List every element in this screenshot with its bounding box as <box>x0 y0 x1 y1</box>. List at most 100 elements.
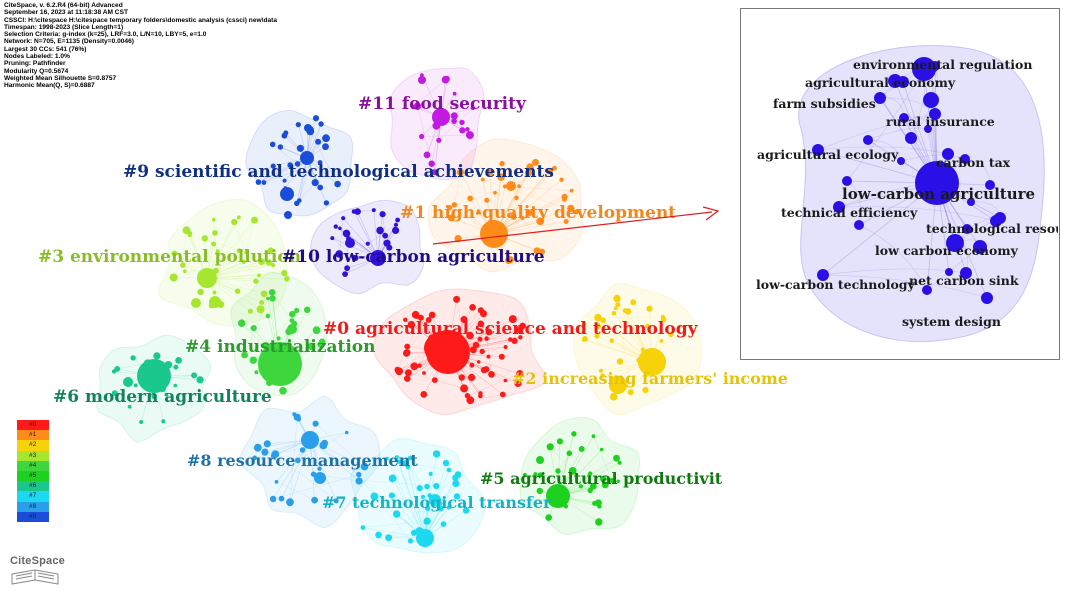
network-node <box>476 360 481 364</box>
network-node <box>485 328 493 336</box>
network-node <box>425 505 431 511</box>
network-node <box>333 498 339 504</box>
network-node <box>311 496 318 504</box>
network-node <box>180 262 186 268</box>
network-node <box>522 472 528 478</box>
network-node <box>552 165 557 171</box>
network-node <box>267 247 274 254</box>
inset-node <box>897 76 909 88</box>
network-node <box>385 456 389 461</box>
network-edge <box>362 520 428 528</box>
network-node <box>294 307 300 314</box>
meta-line: September 16, 2023 at 11:18:38 AM CST <box>4 9 128 17</box>
zoom-arrow <box>432 211 713 245</box>
network-edge <box>309 439 365 467</box>
network-node <box>318 121 324 127</box>
network-node <box>514 195 519 201</box>
network-node <box>616 358 624 365</box>
network-node <box>479 348 485 355</box>
network-node <box>164 392 169 397</box>
network-edge <box>396 457 426 539</box>
cluster-label: #3 environmental pollution <box>38 247 301 267</box>
network-edge <box>206 217 240 279</box>
network-node <box>282 178 287 183</box>
network-node <box>499 160 505 167</box>
network-node <box>562 197 567 202</box>
network-edge <box>309 439 359 475</box>
hub-node <box>370 250 386 266</box>
legend-item: #4 <box>17 460 49 471</box>
network-node <box>253 443 262 452</box>
network-node <box>269 295 276 302</box>
network-node <box>257 273 261 278</box>
network-node <box>342 271 348 277</box>
network-node <box>480 310 487 318</box>
inset-node <box>926 61 938 73</box>
network-node <box>613 306 618 311</box>
legend-item: #1 <box>17 430 49 441</box>
network-node <box>296 144 304 152</box>
network-edge <box>360 480 437 487</box>
hub-node <box>301 431 319 449</box>
network-node <box>460 316 468 323</box>
network-edge <box>611 319 664 379</box>
network-node <box>660 314 666 319</box>
network-node <box>599 447 604 452</box>
cluster-color-legend: #0 #1 #2 #3 #4 #5 #6 #7 #8 #9 <box>17 420 49 522</box>
network-node <box>173 364 179 370</box>
network-edge <box>263 162 321 183</box>
network-node <box>212 217 216 222</box>
network-node <box>613 454 620 462</box>
network-node <box>258 258 265 265</box>
network-node <box>212 230 218 236</box>
network-node <box>602 481 609 489</box>
network-edge <box>307 127 338 185</box>
network-node <box>161 419 166 424</box>
network-node <box>536 456 544 464</box>
inset-node <box>924 125 932 133</box>
network-node <box>452 91 457 96</box>
network-node <box>591 434 596 439</box>
network-edge <box>407 467 426 539</box>
network-edge <box>275 453 337 502</box>
network-edge <box>309 439 337 502</box>
network-node <box>114 366 121 372</box>
inset-term-label: environmental regulation <box>853 57 1032 72</box>
meta-line: Modularity Q=0.5674 <box>4 67 69 75</box>
logo-book-icon <box>11 569 59 585</box>
network-node <box>503 378 508 383</box>
network-node <box>524 169 532 177</box>
hub-node <box>432 108 450 126</box>
network-node <box>450 112 458 120</box>
network-node <box>505 256 513 265</box>
network-node <box>520 216 525 220</box>
network-edge <box>261 261 285 274</box>
network-node <box>556 438 564 445</box>
network-node <box>468 373 476 381</box>
inset-edge <box>838 206 997 222</box>
network-node <box>420 494 426 499</box>
network-node <box>578 484 584 489</box>
network-node <box>244 249 250 255</box>
network-node <box>617 460 622 465</box>
network-node <box>569 188 574 193</box>
network-node <box>503 345 508 349</box>
network-edge <box>493 170 551 235</box>
meta-line: CSSCI: H:\citespace H:\citespace tempora… <box>4 16 278 24</box>
network-node <box>485 168 494 177</box>
network-edge <box>206 277 261 310</box>
network-node <box>277 144 284 150</box>
network-node <box>182 226 191 235</box>
network-edge <box>438 107 473 141</box>
network-node <box>201 235 208 242</box>
inset-node <box>905 132 917 144</box>
network-edge <box>572 470 604 480</box>
network-node <box>197 288 204 296</box>
network-node <box>616 479 620 484</box>
network-node <box>416 485 423 492</box>
network-node <box>211 241 217 247</box>
network-node <box>486 354 491 359</box>
inset-term-label: technical efficiency <box>781 205 918 220</box>
network-node <box>563 219 569 224</box>
